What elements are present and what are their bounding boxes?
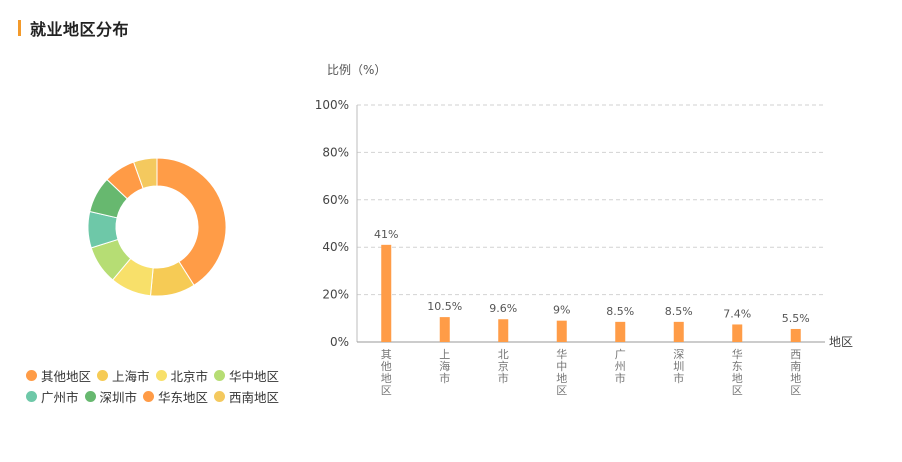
legend-swatch — [214, 391, 226, 402]
bar-value-label: 9% — [553, 304, 570, 317]
legend-row: 广州市 深圳市 华东地区 西南地区 — [26, 386, 316, 407]
title-accent-bar — [18, 20, 21, 36]
bar[interactable] — [615, 321, 626, 342]
x-tick-label: 其他地区 — [381, 348, 392, 397]
bar[interactable] — [673, 321, 684, 342]
y-axis-label: 比例（%） — [327, 63, 386, 77]
bar-value-label: 10.5% — [427, 300, 462, 313]
legend-label: 上海市 — [112, 369, 150, 384]
bar[interactable] — [790, 328, 801, 342]
legend-row: 其他地区 上海市 北京市 华中地区 — [26, 365, 316, 386]
legend-swatch — [97, 370, 109, 381]
legend-label: 深圳市 — [99, 390, 138, 405]
legend-label: 华东地区 — [158, 390, 209, 405]
x-tick-label: 西南地区 — [790, 348, 801, 397]
x-tick-label: 北京市 — [498, 348, 509, 385]
legend-swatch — [214, 370, 226, 381]
legend-item[interactable]: 其他地区 — [26, 366, 91, 385]
bar-value-label: 5.5% — [782, 312, 810, 325]
bar-value-label: 7.4% — [723, 307, 751, 320]
donut-legend: 其他地区 上海市 北京市 华中地区 广州市 深圳市 华东地区 西南地区 — [26, 365, 316, 407]
x-tick-label: 深圳市 — [673, 348, 684, 385]
bar-value-label: 9.6% — [489, 302, 517, 315]
donut-slice[interactable] — [156, 157, 227, 286]
x-axis-label: 地区 — [829, 335, 853, 349]
legend-item[interactable]: 华东地区 — [143, 387, 208, 406]
legend-item[interactable]: 北京市 — [155, 366, 209, 385]
donut-chart — [87, 157, 227, 297]
legend-swatch — [26, 370, 37, 381]
bar[interactable] — [732, 324, 743, 342]
donut-slice[interactable] — [132, 157, 158, 190]
x-tick-label: 上海市 — [439, 348, 450, 385]
legend-label: 华中地区 — [229, 369, 280, 384]
y-tick-label: 40% — [322, 240, 349, 254]
bar[interactable] — [498, 319, 509, 342]
legend-item[interactable]: 广州市 — [26, 387, 79, 406]
legend-label: 北京市 — [170, 369, 209, 384]
y-tick-label: 100% — [315, 98, 349, 112]
bar-value-label: 8.5% — [606, 305, 634, 318]
y-tick-label: 80% — [322, 145, 349, 159]
x-tick-label: 华中地区 — [556, 347, 567, 397]
bar-value-label: 41% — [374, 228, 398, 241]
bar-chart: 比例（%） 0% 20% 40% 60% 80% 100% 地区 41% 其他地区 10.5% 上海市… — [315, 63, 853, 397]
legend-item[interactable]: 华中地区 — [214, 366, 279, 385]
legend-swatch — [155, 370, 167, 381]
bar[interactable] — [381, 244, 392, 342]
y-tick-label: 20% — [322, 288, 349, 302]
legend-item[interactable]: 上海市 — [97, 366, 150, 385]
legend-item[interactable]: 西南地区 — [214, 387, 279, 406]
legend-swatch — [26, 391, 37, 402]
legend-label: 西南地区 — [229, 390, 280, 405]
x-tick-label: 广州市 — [615, 348, 626, 385]
legend-swatch — [84, 391, 96, 402]
y-tick-label: 60% — [322, 193, 349, 207]
legend-label: 广州市 — [41, 390, 79, 405]
legend-swatch — [143, 391, 155, 402]
section-header: 就业地区分布 — [18, 18, 130, 39]
y-tick-label: 0% — [330, 335, 349, 349]
legend-label: 其他地区 — [41, 369, 92, 384]
section-title: 就业地区分布 — [30, 20, 130, 39]
bar[interactable] — [439, 317, 450, 342]
bar[interactable] — [556, 320, 567, 342]
legend-item[interactable]: 深圳市 — [84, 387, 138, 406]
bar-value-label: 8.5% — [665, 305, 693, 318]
x-tick-label: 华东地区 — [732, 347, 743, 397]
